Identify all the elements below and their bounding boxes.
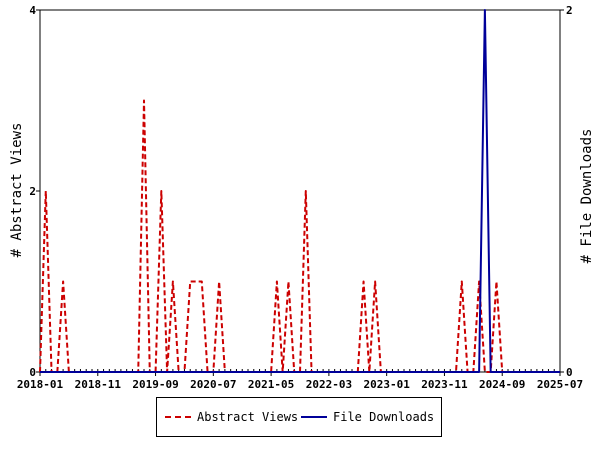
y2-axis-title: # File Downloads [579, 129, 595, 264]
legend-label-abstract-views: Abstract Views [197, 410, 299, 424]
x-tick-label: 2023-11 [421, 378, 468, 391]
x-tick-label: 2023-01 [363, 378, 410, 391]
y-tick-label: 0 [29, 366, 36, 379]
y-tick-label: 4 [29, 4, 36, 17]
x-tick-label: 2020-07 [190, 378, 236, 391]
x-tick-label: 2022-03 [306, 378, 352, 391]
series-line-abstract-views [39, 99, 560, 373]
legend-label-file-downloads: File Downloads [333, 410, 435, 424]
plot-area: 2018-01 2018-11 2019-09 2020-07 2021-05 2022-… [17, 4, 583, 391]
series-line-file-downloads [40, 9, 560, 373]
legend-item-file-downloads: File Downloads [301, 410, 434, 424]
y2-tick-label: 0 [566, 366, 573, 379]
y-axis-title: # Abstract Views [9, 123, 25, 258]
x-tick-label: 2019-09 [132, 378, 178, 391]
legend-swatch-abstract-views [165, 416, 191, 418]
y-tick-label: 2 [29, 185, 36, 198]
x-tick-label: 2018-11 [75, 378, 122, 391]
legend-swatch-file-downloads [301, 416, 327, 418]
legend-item-abstract-views: Abstract Views [165, 410, 298, 424]
y2-tick-label: 2 [566, 4, 573, 17]
x-tick-label: 2025-07 [537, 378, 583, 391]
x-tick-label: 2024-09 [479, 378, 525, 391]
legend: Abstract Views File Downloads [156, 397, 442, 437]
x-tick-label: 2018-01 [17, 378, 64, 391]
x-tick-label: 2021-05 [248, 378, 294, 391]
